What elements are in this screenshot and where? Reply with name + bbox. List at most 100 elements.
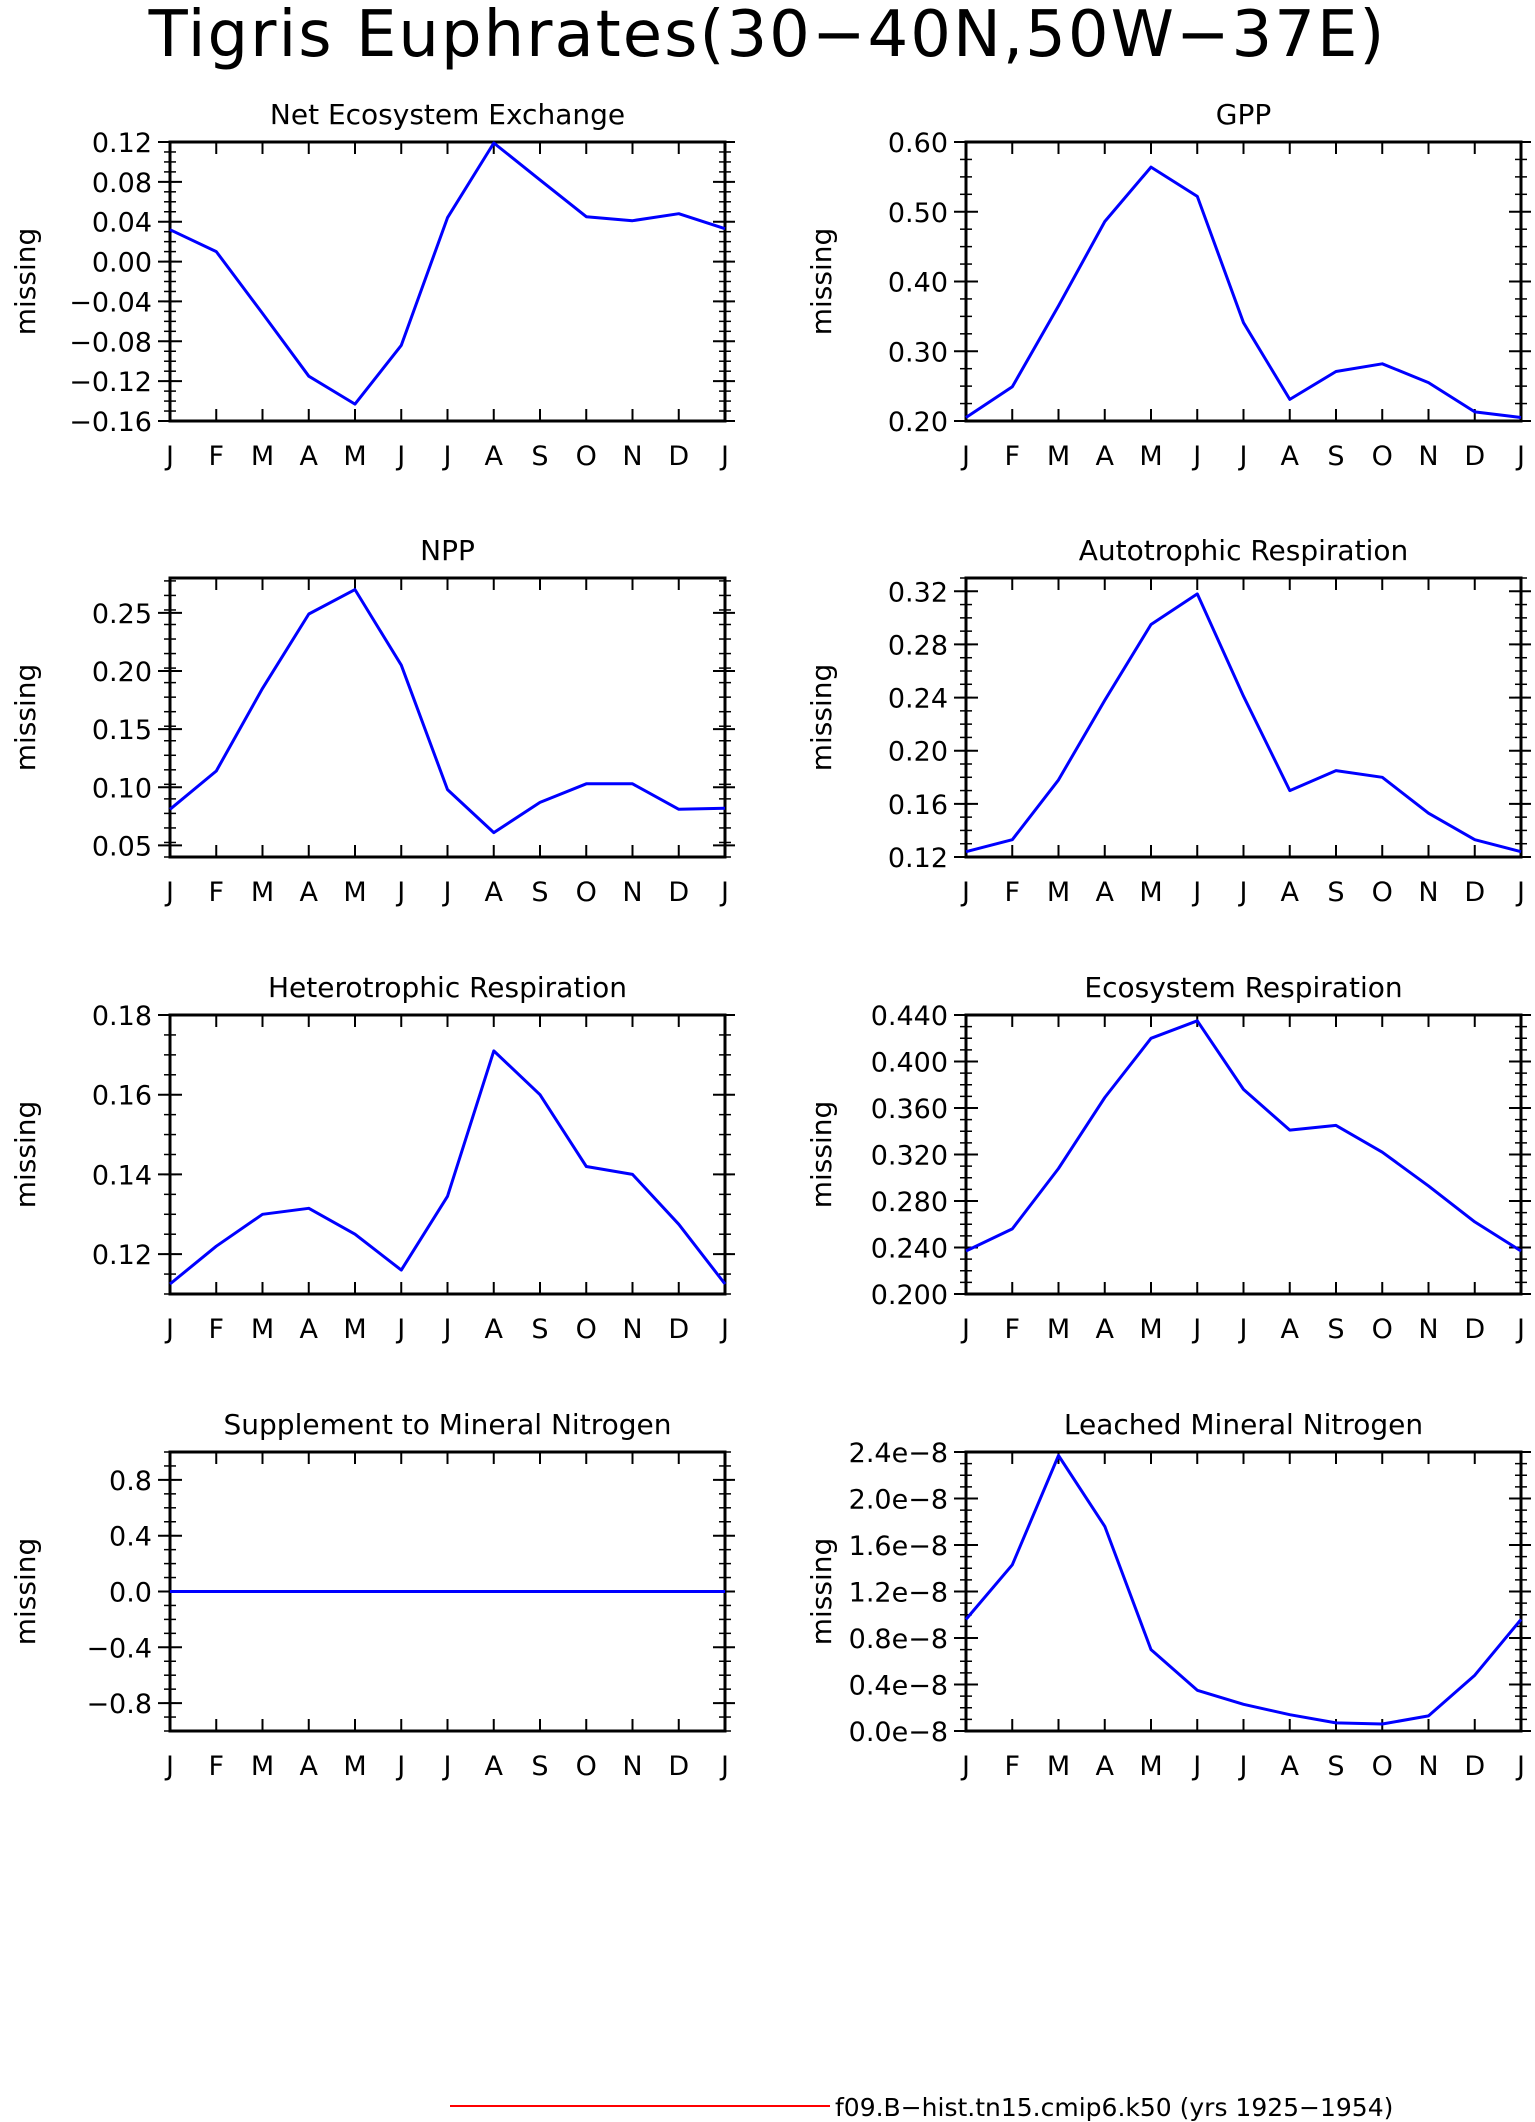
y-tick-label: 0.18 <box>92 1001 152 1032</box>
x-tick-label: D <box>668 441 689 472</box>
x-tick-label: J <box>1238 441 1248 472</box>
y-tick-label: 0.12 <box>92 1240 152 1271</box>
x-tick-label: A <box>300 1751 319 1782</box>
x-tick-label: A <box>300 1314 319 1345</box>
x-tick-label: J <box>960 877 970 908</box>
plot-frame <box>964 1450 1523 1733</box>
y-tick-label: 1.2e−8 <box>849 1578 948 1609</box>
plot-frame <box>964 140 1523 423</box>
x-tick-label: M <box>1139 441 1162 472</box>
x-tick-label: M <box>1047 1314 1070 1345</box>
y-tick-label: 0.25 <box>92 599 152 630</box>
x-tick-label: D <box>1464 877 1485 908</box>
x-tick-label: J <box>1238 877 1248 908</box>
series-line <box>169 1049 727 1286</box>
x-tick-label: S <box>531 1751 548 1782</box>
panel-title: Heterotrophic Respiration <box>268 971 627 1004</box>
x-tick-label: J <box>1191 877 1201 908</box>
y-tick-label: 0.50 <box>888 198 948 229</box>
y-tick-label: 0.05 <box>92 831 152 862</box>
x-tick-label: F <box>208 1314 224 1345</box>
y-tick-label: 0.4e−8 <box>849 1671 948 1702</box>
x-tick-label: J <box>960 1314 970 1345</box>
y-tick-label: 2.0e−8 <box>849 1485 948 1516</box>
plot-frame <box>168 576 727 859</box>
x-tick-label: F <box>1004 1314 1020 1345</box>
panel-title: GPP <box>1216 98 1271 131</box>
y-axis-label: missing <box>9 664 42 772</box>
x-tick-label: N <box>622 1751 642 1782</box>
x-tick-label: J <box>164 877 174 908</box>
plot-frame <box>168 1013 727 1296</box>
y-tick-label: 0.440 <box>871 1001 948 1032</box>
x-tick-label: D <box>1464 441 1485 472</box>
series-line <box>964 1454 1523 1726</box>
y-tick-label: 1.6e−8 <box>849 1531 948 1562</box>
x-tick-label: D <box>668 1314 689 1345</box>
y-tick-label: 0.00 <box>92 248 152 279</box>
y-tick-label: 0.32 <box>888 577 948 608</box>
x-tick-label: O <box>576 877 597 908</box>
y-tick-label: 0.0 <box>109 1578 152 1609</box>
x-tick-label: J <box>719 877 729 908</box>
series-line <box>965 165 1522 419</box>
y-tick-label: 0.20 <box>888 407 948 438</box>
x-tick-label: J <box>719 441 729 472</box>
x-tick-label: F <box>208 441 224 472</box>
y-tick-label: 0.360 <box>871 1094 948 1125</box>
x-tick-label: J <box>1238 1751 1248 1782</box>
y-tick-label: −0.16 <box>69 407 152 438</box>
y-tick-label: 2.4e−8 <box>849 1438 948 1469</box>
x-tick-label: O <box>576 1751 597 1782</box>
x-tick-label: J <box>395 1751 405 1782</box>
y-axis-label: missing <box>9 228 42 336</box>
x-tick-label: A <box>485 877 504 908</box>
x-tick-label: M <box>1047 441 1070 472</box>
y-tick-label: 0.14 <box>92 1160 152 1191</box>
y-axis-label: missing <box>805 1538 838 1646</box>
series-line <box>965 1019 1522 1253</box>
x-tick-label: D <box>1464 1314 1485 1345</box>
y-tick-label: −0.12 <box>69 367 152 398</box>
y-tick-label: 0.4 <box>109 1522 152 1553</box>
x-tick-label: D <box>668 1751 689 1782</box>
x-tick-label: J <box>1191 441 1201 472</box>
y-axis-label: missing <box>805 1101 838 1209</box>
y-tick-label: 0.30 <box>888 337 948 368</box>
x-tick-label: A <box>1281 1751 1300 1782</box>
panel-title: Ecosystem Respiration <box>1084 971 1402 1004</box>
x-tick-label: N <box>1418 441 1438 472</box>
x-tick-label: O <box>1372 1751 1393 1782</box>
y-tick-label: 0.12 <box>888 843 948 874</box>
x-tick-label: J <box>719 1751 729 1782</box>
x-tick-label: J <box>395 1314 405 1345</box>
x-tick-label: J <box>164 441 174 472</box>
x-tick-label: F <box>1004 877 1020 908</box>
y-axis-label: missing <box>805 228 838 336</box>
x-tick-label: J <box>442 1314 452 1345</box>
x-tick-label: J <box>395 441 405 472</box>
x-tick-label: M <box>1047 877 1070 908</box>
x-tick-label: N <box>622 1314 642 1345</box>
x-tick-label: S <box>531 877 548 908</box>
y-tick-label: 0.0e−8 <box>849 1717 948 1748</box>
x-tick-label: N <box>1418 877 1438 908</box>
x-tick-label: F <box>208 877 224 908</box>
plot-frame <box>168 140 727 423</box>
x-tick-label: F <box>1004 1751 1020 1782</box>
panel-title: Leached Mineral Nitrogen <box>1064 1408 1423 1441</box>
x-tick-label: D <box>668 877 689 908</box>
legend-label: f09.B−hist.tn15.cmip6.k50 (yrs 1925−1954… <box>835 2093 1394 2122</box>
x-tick-label: O <box>576 441 597 472</box>
y-tick-label: 0.280 <box>871 1187 948 1218</box>
x-tick-label: J <box>442 877 452 908</box>
x-tick-label: J <box>164 1751 174 1782</box>
x-tick-label: A <box>485 1751 504 1782</box>
